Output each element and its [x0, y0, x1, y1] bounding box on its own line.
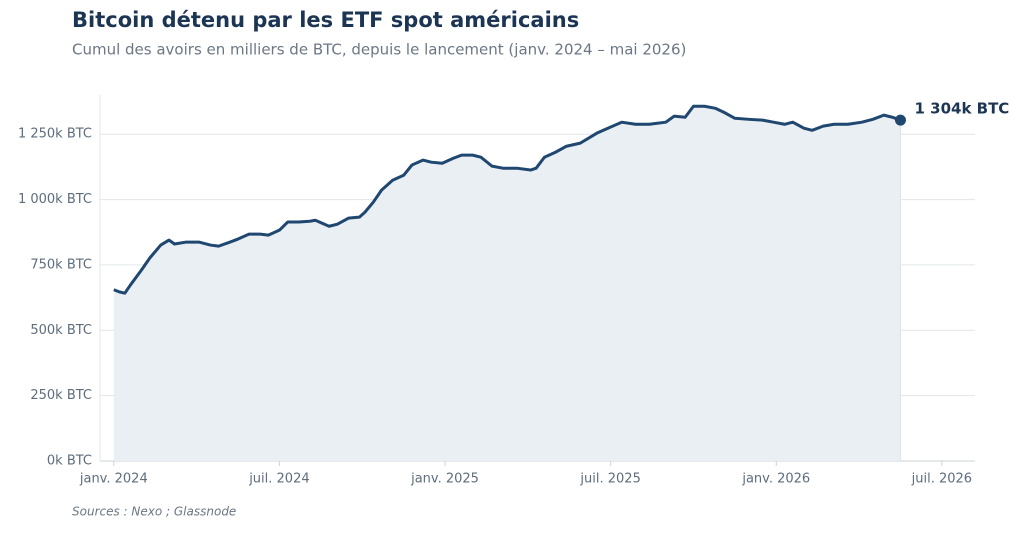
chart-subtitle: Cumul des avoirs en milliers de BTC, dep…: [72, 41, 686, 59]
y-tick-label: 250k BTC: [30, 388, 92, 403]
chart-title: Bitcoin détenu par les ETF spot américai…: [72, 8, 579, 32]
y-tick-label: 500k BTC: [30, 323, 92, 338]
x-tick-label: juil. 2024: [248, 472, 309, 487]
x-tick-label: janv. 2024: [79, 472, 148, 487]
x-tick-label: juil. 2025: [579, 472, 640, 487]
y-tick-label: 0k BTC: [47, 454, 92, 469]
area: [113, 106, 901, 462]
x-tick-label: janv. 2026: [741, 472, 810, 487]
line: [113, 104, 901, 295]
x-tick-label: janv. 2025: [410, 472, 479, 487]
y-tick-label: 750k BTC: [30, 257, 92, 272]
y-tick-label: 1 250k BTC: [18, 127, 92, 142]
end-label: 1 304k BTC: [914, 100, 1009, 118]
end-point: [894, 114, 906, 126]
source-note: Sources : Nexo ; Glassnode: [72, 505, 236, 519]
x-tick-label: juil. 2026: [911, 472, 972, 487]
y-tick-label: 1 000k BTC: [18, 192, 92, 207]
